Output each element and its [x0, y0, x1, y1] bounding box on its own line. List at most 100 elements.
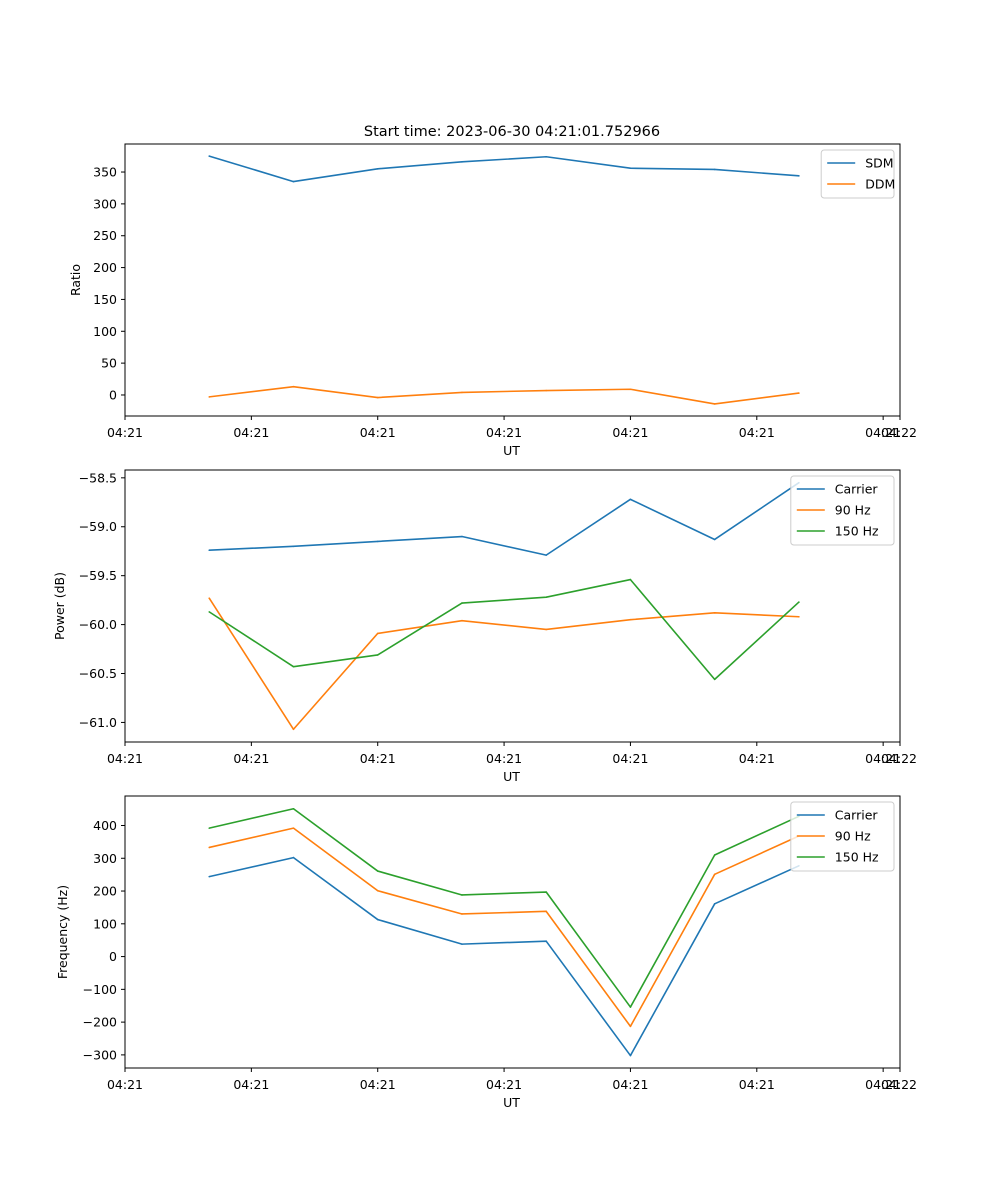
data-point [292, 545, 295, 548]
y-tick-label: 300 [93, 196, 117, 211]
data-point [292, 728, 295, 731]
series-line [209, 856, 800, 1057]
y-axis-label: Ratio [68, 264, 83, 296]
data-point [376, 889, 379, 892]
data-point [713, 903, 716, 905]
data-point [713, 168, 716, 171]
data-point [461, 943, 463, 945]
x-tick-label: 04:21 [612, 1077, 648, 1092]
series-line [209, 827, 800, 1028]
y-axis-label: Power (dB) [52, 572, 67, 640]
data-point [461, 913, 463, 915]
data-point [208, 155, 211, 157]
y-tick-label: 0 [109, 949, 117, 964]
data-point [629, 578, 632, 581]
plot-area-frame [124, 469, 901, 743]
series-line [208, 597, 799, 731]
x-tick-label: 04:22 [881, 751, 917, 766]
plot-area-frame [124, 143, 901, 417]
y-tick-label: 200 [93, 260, 117, 275]
y-tick-label: −59.0 [79, 519, 117, 534]
data-point [461, 391, 463, 394]
data-point [208, 597, 211, 599]
data-point [292, 180, 295, 183]
x-tick-label: 04:21 [233, 1077, 269, 1092]
legend-label: 90 Hz [835, 829, 871, 844]
x-tick-label: 04:22 [881, 1077, 917, 1092]
data-point [629, 1025, 632, 1028]
x-tick-label: 04:21 [360, 425, 396, 440]
data-point [376, 168, 379, 170]
legend: SDM DDM [820, 149, 895, 199]
data-point [545, 596, 547, 598]
y-tick-label: −58.5 [79, 470, 117, 485]
x-tick-label: 04:21 [865, 1077, 901, 1092]
data-point [713, 612, 716, 614]
data-point [713, 403, 716, 405]
y-tick-label: 250 [93, 228, 117, 243]
data-point [545, 628, 547, 631]
panels: 04:21 04:21 04:21 04:21 04:21 04:21 04:2104:22… [52, 143, 917, 1110]
data-point [629, 618, 632, 621]
legend-box [790, 801, 895, 872]
data-point [208, 549, 211, 552]
y-axis-label: Frequency (Hz) [55, 885, 70, 979]
y-tick-label: 400 [93, 818, 117, 833]
chart-panel-2: 04:21 04:21 04:21 04:21 04:21 04:21 04:2104:22… [52, 469, 917, 784]
legend: Carrier 90 Hz 150 Hz [790, 475, 895, 546]
legend-box [820, 149, 895, 199]
legend-label: DDM [865, 177, 895, 192]
data-point [798, 615, 800, 618]
data-point [545, 891, 547, 893]
series-line [209, 385, 800, 405]
data-point [461, 894, 463, 896]
legend-label: 90 Hz [835, 503, 871, 518]
x-tick-label: 04:21 [739, 425, 775, 440]
x-tick-label: 04:21 [865, 425, 901, 440]
data-point [713, 678, 716, 681]
data-point [292, 827, 295, 829]
y-tick-label: 100 [93, 324, 117, 339]
x-tick-label: 04:21 [739, 751, 775, 766]
data-point [629, 1006, 632, 1008]
x-tick-label: 04:21 [612, 751, 648, 766]
data-point [208, 611, 211, 613]
x-axis-label: UT [503, 443, 520, 458]
data-point [713, 538, 716, 541]
series-line [209, 807, 800, 1008]
y-tick-label: 50 [101, 356, 117, 371]
x-tick-label: 04:21 [107, 425, 143, 440]
x-tick-label: 04:21 [612, 425, 648, 440]
y-tick-label: −59.5 [79, 568, 117, 583]
data-point [798, 392, 800, 394]
legend-label: 150 Hz [835, 850, 879, 865]
data-point [376, 632, 379, 635]
data-point [629, 167, 632, 170]
data-point [461, 535, 463, 538]
data-point [208, 846, 211, 849]
data-point [798, 601, 800, 603]
data-point [545, 389, 547, 392]
data-point [376, 870, 379, 872]
y-tick-label: 350 [93, 165, 117, 180]
x-tick-label: 04:21 [486, 425, 522, 440]
data-point [376, 654, 379, 656]
series-line [208, 578, 800, 681]
x-tick-label: 04:21 [486, 751, 522, 766]
series-90-hz [208, 827, 800, 1028]
x-tick-label: 04:21 [865, 751, 901, 766]
data-point [292, 665, 295, 668]
y-tick-label: 200 [93, 884, 117, 899]
chart-panel-1: 04:21 04:21 04:21 04:21 04:21 04:21 04:2104:22… [68, 143, 917, 458]
data-point [713, 854, 716, 856]
series-line [209, 155, 799, 183]
legend-label: SDM [865, 156, 893, 171]
series-150-hz [208, 578, 800, 681]
data-point [292, 856, 295, 859]
x-tick-label: 04:21 [360, 1077, 396, 1092]
x-tick-label: 04:21 [233, 425, 269, 440]
y-tick-label: 150 [93, 292, 117, 307]
x-tick-label: 04:21 [107, 1077, 143, 1092]
data-point [629, 1054, 632, 1057]
